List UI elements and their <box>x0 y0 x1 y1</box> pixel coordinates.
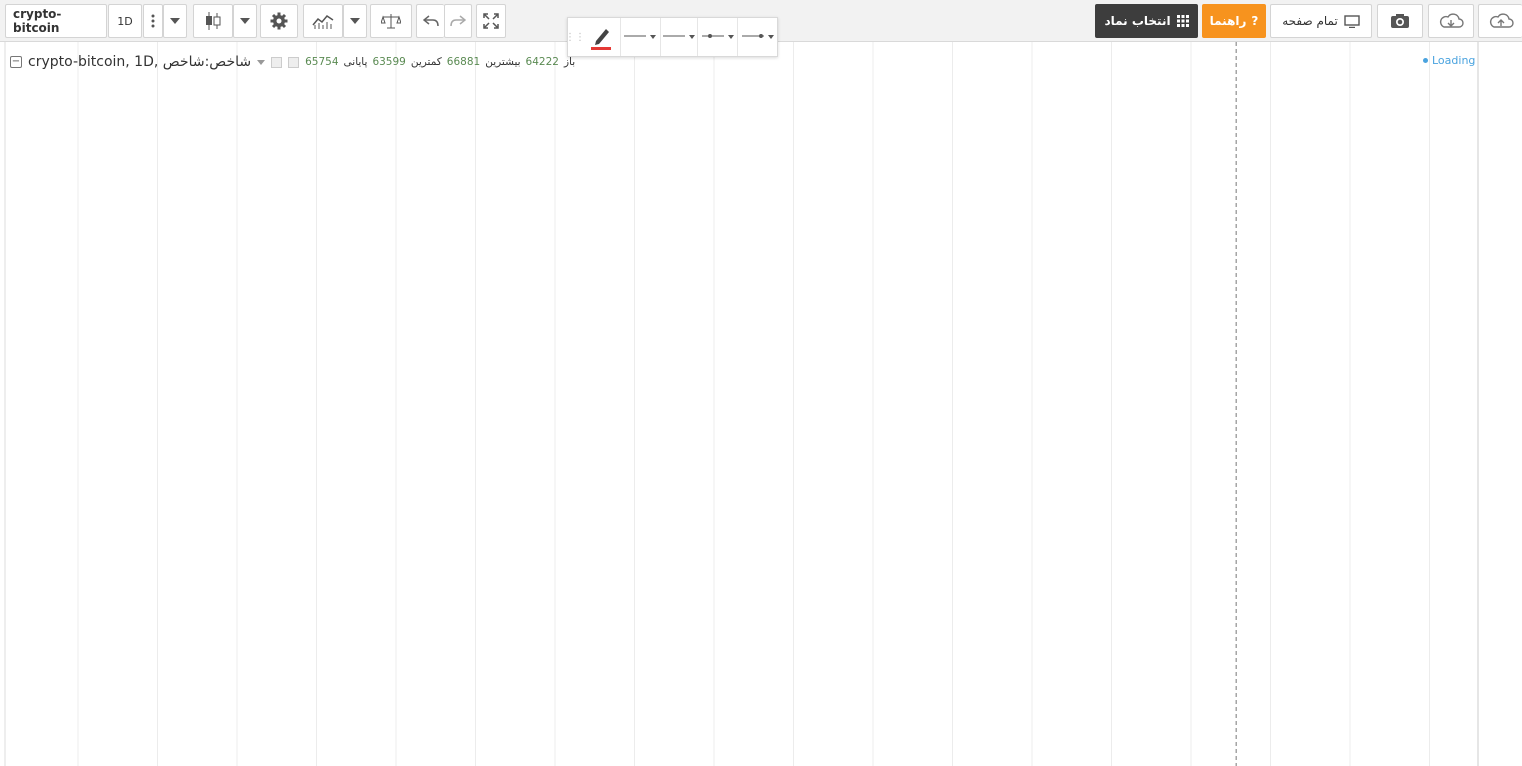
line-width-dropdown[interactable] <box>619 18 660 56</box>
question-icon: ? <box>1251 14 1259 28</box>
high-label: بیشترین <box>485 56 521 68</box>
loading-label: Loading <box>1432 54 1476 67</box>
choose-symbol-button[interactable]: انتخاب نماد <box>1095 4 1198 38</box>
cloud-upload-icon[interactable] <box>1478 4 1522 38</box>
timeframe-dropdown-chevron-icon[interactable] <box>163 4 187 38</box>
high-value: 66881 <box>446 56 481 68</box>
price-axis[interactable]: 3450405048505650665079009400110001300015… <box>4 42 1522 766</box>
line-style-dropdown[interactable] <box>659 18 698 56</box>
fullpage-button[interactable]: تمام صفحه <box>1270 4 1372 38</box>
timeframe-button[interactable]: 1D <box>108 4 142 38</box>
drawings[interactable] <box>0 42 1522 766</box>
gear-icon[interactable] <box>260 4 298 38</box>
chart-area[interactable]: 3450405048505650665079009400110001300015… <box>0 42 1522 766</box>
ohlc-values: باز 64222 بیشترین 66881 کمترین 63599 پای… <box>305 56 575 68</box>
fullscreen-icon[interactable] <box>476 4 506 38</box>
redo-icon[interactable] <box>444 4 472 38</box>
close-value: 65754 <box>305 56 339 68</box>
undo-icon[interactable] <box>416 4 444 38</box>
grid <box>77 42 1430 766</box>
line-start-dropdown[interactable] <box>697 18 737 56</box>
price-chart[interactable]: 3450405048505650665079009400110001300015… <box>0 42 1522 766</box>
chart-type-chevron-icon[interactable] <box>233 4 257 38</box>
camera-icon[interactable] <box>1377 4 1423 38</box>
legend-settings-icon[interactable] <box>271 56 283 68</box>
cloud-download-icon[interactable] <box>1428 4 1474 38</box>
top-toolbar: crypto-bitcoin 1D <box>0 0 1522 42</box>
open-label: باز <box>563 56 576 68</box>
line-end-dropdown[interactable] <box>737 18 777 56</box>
indicators-icon[interactable] <box>303 4 343 38</box>
help-button[interactable]: ? راهنما <box>1202 4 1266 38</box>
low-value: 63599 <box>372 56 406 68</box>
low-label: کمترین <box>410 56 442 68</box>
loading-indicator: Loading <box>1423 54 1475 67</box>
drawing-toolbar[interactable]: ⋮⋮ <box>565 17 778 57</box>
loading-dot-icon <box>1423 58 1428 63</box>
indicators-chevron-icon[interactable] <box>343 4 367 38</box>
compare-scale-icon[interactable] <box>370 4 412 38</box>
open-value: 64222 <box>525 56 559 68</box>
symbol-input[interactable]: crypto-bitcoin <box>5 4 107 38</box>
candles-icon[interactable] <box>193 4 233 38</box>
series-legend: − crypto-bitcoin, 1D, شاخص:شاخص باز 6422… <box>10 52 575 72</box>
axis-background <box>1478 42 1522 766</box>
close-label: پایانی <box>343 56 368 68</box>
legend-hide-icon[interactable] <box>288 56 300 68</box>
series-title: crypto-bitcoin, 1D, شاخص:شاخص <box>28 54 252 70</box>
grid-icon <box>1176 15 1189 27</box>
drag-handle-icon[interactable]: ⋮⋮ <box>565 31 585 43</box>
collapse-legend-button[interactable]: − <box>10 56 22 68</box>
choose-symbol-label: انتخاب نماد <box>1104 14 1171 28</box>
more-vertical-icon[interactable] <box>143 4 163 38</box>
line-color-button[interactable] <box>582 18 620 56</box>
pencil-icon <box>590 29 611 50</box>
help-label: راهنما <box>1209 14 1247 28</box>
fullpage-label: تمام صفحه <box>1282 14 1338 28</box>
legend-chevron-icon[interactable] <box>257 59 266 65</box>
monitor-icon <box>1344 14 1360 28</box>
